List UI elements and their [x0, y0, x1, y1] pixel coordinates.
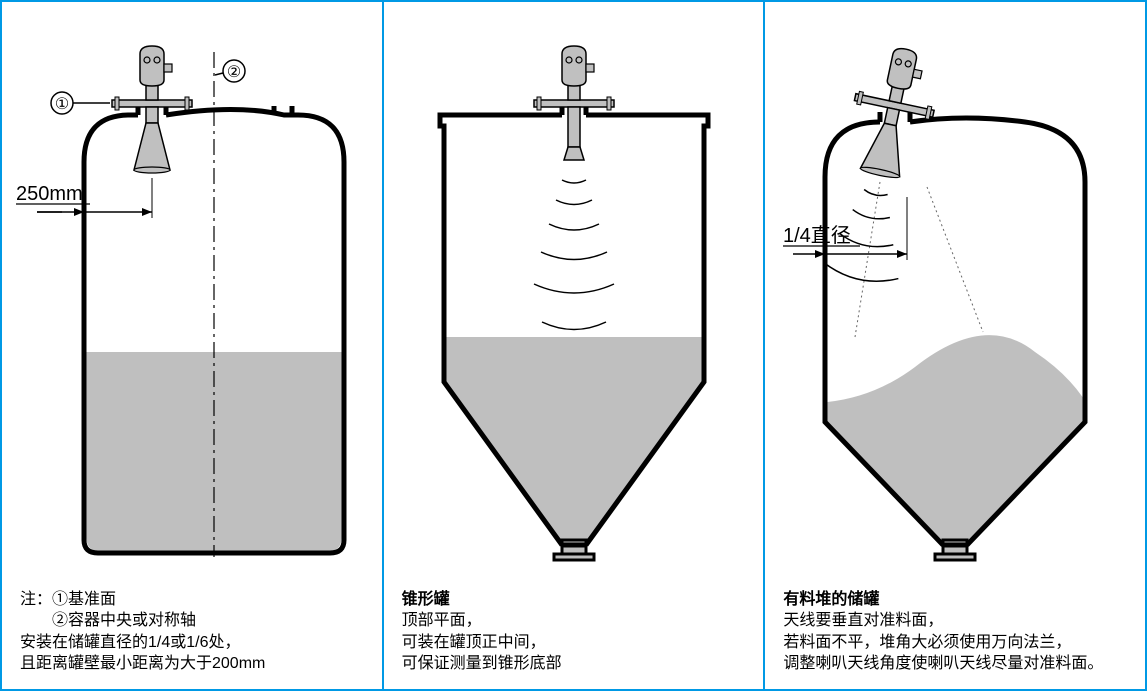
caption-2: 锥形罐 顶部平面， 可装在罐顶正中间， 可保证测量到锥形底部	[384, 585, 764, 689]
caption1-l3: 安装在储罐直径的1/4或1/6处，	[20, 632, 364, 654]
drawing-1: ① ② 250mm	[2, 2, 382, 585]
caption-3: 有料堆的储罐 天线要垂直对准料面， 若料面不平，堆角大必须使用万向法兰， 调整喇…	[765, 585, 1145, 689]
panel-cone-tank: 锥形罐 顶部平面， 可装在罐顶正中间， 可保证测量到锥形底部	[384, 2, 766, 689]
caption3-l3: 调整喇叭天线角度使喇叭天线尽量对准料面。	[783, 653, 1127, 675]
waves-2	[534, 180, 614, 330]
dim-quarter-label: 1/4直径	[783, 224, 851, 247]
sensor-1	[112, 46, 192, 173]
sensor-2	[534, 46, 614, 160]
dimension-quarter-dia: 1/4直径	[783, 197, 907, 260]
caption3-l2: 若料面不平，堆角大必须使用万向法兰，	[783, 632, 1127, 654]
pile-fill	[828, 335, 1083, 542]
callout-2: ②	[215, 60, 245, 82]
diagram-container: ① ② 250mm	[0, 0, 1147, 691]
panel-standard-tank: ① ② 250mm	[2, 2, 384, 689]
callout-1: ①	[51, 92, 110, 114]
caption1-l4: 且距离罐壁最小距离为大于200mm	[20, 653, 364, 675]
caption2-l2: 可装在罐顶正中间，	[402, 632, 746, 654]
callout-1-text: ①	[55, 96, 69, 113]
caption2-l1: 顶部平面，	[402, 610, 746, 632]
callout-2-text: ②	[227, 64, 241, 81]
caption-1: 注：①基准面 ②容器中央或对称轴 安装在储罐直径的1/4或1/6处， 且距离罐壁…	[2, 585, 382, 689]
sensor-3	[841, 41, 946, 184]
caption2-l3: 可保证测量到锥形底部	[402, 653, 746, 675]
drawing-2	[384, 2, 764, 585]
panel-pile-tank: 1/4直径 有料堆的储罐 天线要垂直对准料面， 若料面不平，堆角大必须使用万向法…	[765, 2, 1145, 689]
caption1-l2: ②容器中央或对称轴	[20, 610, 364, 632]
drawing-3: 1/4直径	[765, 2, 1145, 585]
caption3-l1: 天线要垂直对准料面，	[783, 610, 1127, 632]
dim-250mm-label: 250mm	[16, 183, 83, 205]
